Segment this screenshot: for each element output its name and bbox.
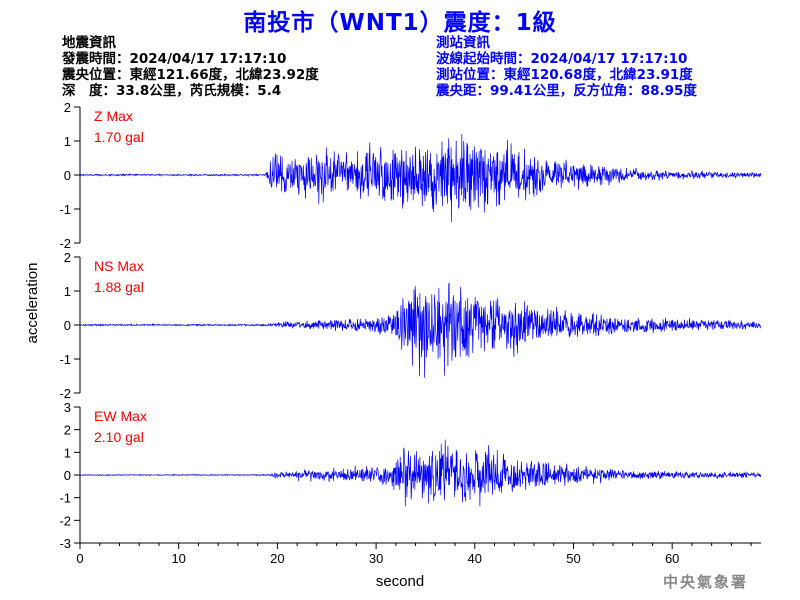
x-tick-label: 50: [566, 551, 580, 566]
y-tick-label: 1: [64, 134, 71, 149]
epicentral-distance: 震央距：99.41公里，反方位角：88.95度: [436, 83, 697, 99]
y-tick-label: 0: [64, 168, 71, 183]
max-title-ew: EW Max: [94, 408, 147, 424]
y-tick-label: 2: [64, 250, 71, 265]
x-tick-label: 20: [270, 551, 284, 566]
panel-z: -2 -1 0 1 2 Z Max 1.70 gal: [59, 100, 762, 251]
y-tick-label: -1: [59, 202, 71, 217]
x-tick-label: 60: [665, 551, 679, 566]
y-tick-label: -1: [59, 491, 71, 506]
y-tick-label: -3: [59, 536, 71, 551]
x-tick-label: 40: [468, 551, 482, 566]
x-tick-label: 30: [369, 551, 383, 566]
y-tick-label: 2: [64, 423, 71, 438]
earthquake-info-heading: 地震資訊: [62, 35, 116, 51]
max-title-ns: NS Max: [94, 258, 144, 274]
panel-ns: -2 -1 0 1 2 NS Max 1.88 gal: [59, 250, 762, 401]
max-value-z: 1.70 gal: [94, 129, 144, 145]
station-location: 測站位置：東經120.68度，北緯23.91度: [436, 67, 693, 83]
y-tick-label: 1: [64, 284, 71, 299]
waveform-trace-ns: [79, 282, 762, 378]
y-tick-label: 0: [64, 468, 71, 483]
max-value-ns: 1.88 gal: [94, 279, 144, 295]
waveform-start-time: 波線起始時間：2024/04/17 17:17:10: [436, 51, 688, 67]
page-title: 南投市（WNT1）震度：1級: [243, 10, 557, 36]
y-tick-label: -2: [59, 386, 71, 401]
earthquake-info: 地震資訊 發震時間：2024/04/17 17:17:10 震央位置：東經121…: [62, 35, 319, 99]
panel-ew: -3 -2 -1 0 1 2 3 EW Max 2.10 gal: [59, 400, 762, 551]
station-info: 測站資訊 波線起始時間：2024/04/17 17:17:10 測站位置：東經1…: [436, 35, 697, 99]
depth-magnitude: 深 度：33.8公里，芮氏規模：5.4: [62, 83, 282, 99]
y-tick-label: -2: [59, 236, 71, 251]
x-axis-title: second: [376, 573, 424, 590]
y-tick-label: 0: [64, 318, 71, 333]
y-tick-label: -2: [59, 513, 71, 528]
y-tick-label: 2: [64, 100, 71, 115]
y-tick-label: 3: [64, 400, 71, 415]
y-tick-label: 1: [64, 445, 71, 460]
y-tick-label: -1: [59, 352, 71, 367]
origin-time: 發震時間：2024/04/17 17:17:10: [62, 51, 287, 67]
epicenter-location: 震央位置：東經121.66度，北緯23.92度: [62, 67, 319, 83]
x-tick-label: 10: [171, 551, 185, 566]
station-info-heading: 測站資訊: [436, 35, 490, 51]
max-title-z: Z Max: [94, 108, 133, 124]
waveform-trace-ew: [79, 439, 762, 507]
x-tick-label: 0: [76, 551, 83, 566]
credit-text: 中央氣象署: [662, 573, 748, 591]
waveform-trace-z: [79, 133, 762, 222]
y-axis-title: acceleration: [24, 263, 41, 344]
max-value-ew: 2.10 gal: [94, 429, 144, 445]
